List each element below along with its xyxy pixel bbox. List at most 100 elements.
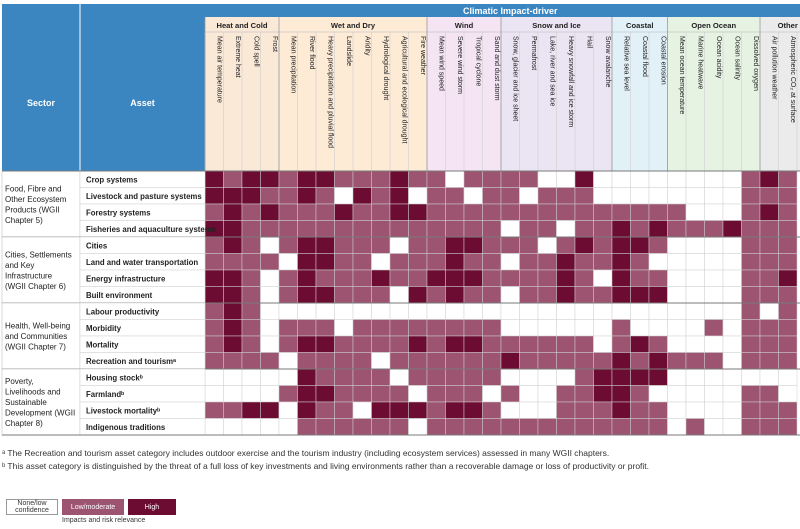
heatmap-cell xyxy=(722,385,742,403)
heatmap-cell xyxy=(445,335,465,353)
heatmap-cell xyxy=(500,385,520,403)
heatmap-cell xyxy=(426,253,446,271)
driver-label: Coastal flood xyxy=(641,36,648,77)
heatmap-cell xyxy=(371,187,391,205)
heatmap-cell xyxy=(352,187,372,205)
sector-label-1: Cities, Settlements and Key Infrastructure… xyxy=(5,250,72,291)
heatmap-cell xyxy=(352,203,372,221)
driver-label: Mean precipitation xyxy=(289,36,296,93)
heatmap-cell xyxy=(371,352,391,370)
heatmap-cell xyxy=(630,187,650,205)
heatmap-cell xyxy=(574,401,594,419)
driver-label: Agricultural and ecological drought xyxy=(400,36,407,143)
heatmap-cell xyxy=(537,253,557,271)
heatmap-cell xyxy=(778,269,798,287)
heatmap-cell xyxy=(463,220,483,238)
heatmap-cell xyxy=(223,401,243,419)
heatmap-cell xyxy=(334,203,354,221)
heatmap-cell xyxy=(722,253,742,271)
heatmap-cell xyxy=(574,269,594,287)
legend-high: High xyxy=(128,499,176,515)
driver-label: Permafrost xyxy=(530,36,537,70)
heatmap-cell xyxy=(278,220,298,238)
heatmap-cell xyxy=(574,170,594,188)
asset-label: Livestock mortalityᵇ xyxy=(86,406,160,415)
heatmap-cell xyxy=(593,401,613,419)
heatmap-cell xyxy=(574,302,594,320)
heatmap-cell xyxy=(537,385,557,403)
heatmap-cell xyxy=(352,302,372,320)
heatmap-cell xyxy=(389,368,409,386)
driver-label: Mean ocean temperature xyxy=(678,36,685,114)
heatmap-cell xyxy=(593,302,613,320)
heatmap-cell xyxy=(334,220,354,238)
heatmap-cell xyxy=(741,170,761,188)
heatmap-cell xyxy=(667,286,687,304)
heatmap-cell xyxy=(297,170,317,188)
group-bg-4 xyxy=(612,17,668,171)
heatmap-cell xyxy=(315,335,335,353)
driver-label: Atmospheric CO₂ at surface xyxy=(789,36,796,123)
heatmap-cell xyxy=(334,187,354,205)
heatmap-cell xyxy=(371,203,391,221)
heatmap-cell xyxy=(778,236,798,254)
heatmap-cell xyxy=(648,170,668,188)
heatmap-cell xyxy=(408,352,428,370)
heatmap-cell xyxy=(260,302,280,320)
heatmap-cell xyxy=(519,319,539,337)
heatmap-cell xyxy=(722,335,742,353)
heatmap-cell xyxy=(278,401,298,419)
heatmap-cell xyxy=(223,286,243,304)
heatmap-cell xyxy=(722,401,742,419)
heatmap-cell xyxy=(297,253,317,271)
driver-label: Sand and dust storm xyxy=(493,36,500,101)
heatmap-cell xyxy=(556,203,576,221)
driver-label: Fire weather xyxy=(419,36,426,76)
heatmap-cell xyxy=(704,335,724,353)
heatmap-cell xyxy=(482,352,502,370)
heatmap-cell xyxy=(463,385,483,403)
asset-label: Livestock and pasture systems xyxy=(86,192,202,201)
heatmap-cell xyxy=(741,286,761,304)
heatmap-cell xyxy=(574,203,594,221)
sector-label-0: Food, Fibre and Other Ecosystem Products (… xyxy=(5,184,67,225)
heatmap-cell xyxy=(278,352,298,370)
heatmap-cell xyxy=(389,335,409,353)
heatmap-cell xyxy=(352,385,372,403)
footnote-b: ᵇ This asset category is distinguished b… xyxy=(2,461,650,471)
heatmap-cell xyxy=(519,368,539,386)
heatmap-cell xyxy=(667,203,687,221)
heatmap-cell xyxy=(352,236,372,254)
heatmap-cell xyxy=(667,368,687,386)
driver-label: Cold spell xyxy=(252,36,259,67)
heatmap-cell xyxy=(445,253,465,271)
heatmap-cell xyxy=(463,418,483,436)
heatmap-cell xyxy=(334,418,354,436)
heatmap-cell xyxy=(315,236,335,254)
heatmap-cell xyxy=(445,220,465,238)
heatmap-cell xyxy=(315,302,335,320)
group-label-1: Wet and Dry xyxy=(331,21,376,30)
heatmap-cell xyxy=(611,368,631,386)
heatmap-cell xyxy=(241,236,261,254)
heatmap-cell xyxy=(500,352,520,370)
heatmap-cell xyxy=(500,418,520,436)
heatmap-cell xyxy=(574,335,594,353)
sector-block-3 xyxy=(1,368,81,436)
heatmap-cell xyxy=(371,253,391,271)
driver-label: Relative sea level xyxy=(622,36,629,91)
heatmap-cell xyxy=(519,401,539,419)
group-label-2: Wind xyxy=(455,21,474,30)
heatmap-cell xyxy=(297,269,317,287)
heatmap-cell xyxy=(241,170,261,188)
driver-label: Aridity xyxy=(363,36,370,56)
heatmap-cell xyxy=(519,203,539,221)
heatmap-cell xyxy=(648,269,668,287)
heatmap-cell xyxy=(667,187,687,205)
heatmap-cell xyxy=(722,352,742,370)
driver-label: Coastal erosion xyxy=(659,36,666,85)
heatmap-cell xyxy=(426,220,446,238)
heatmap-cell xyxy=(778,418,798,436)
heatmap-cell xyxy=(722,319,742,337)
legend-low-moderate: Low/moderate xyxy=(62,499,124,515)
